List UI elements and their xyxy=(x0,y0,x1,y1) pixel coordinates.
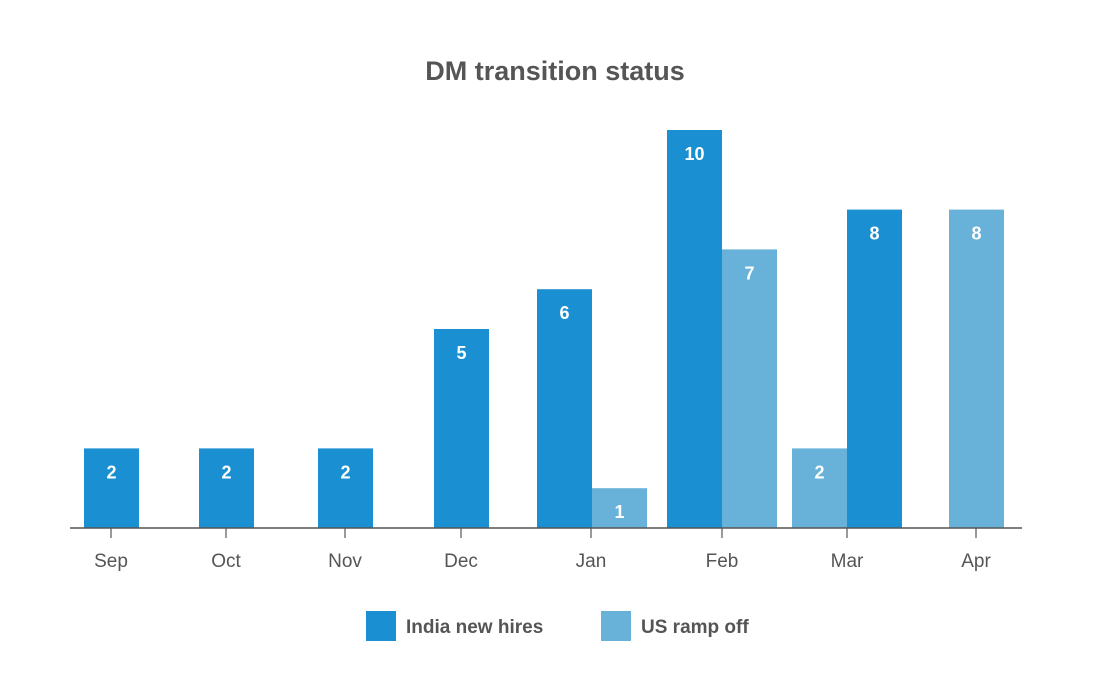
bar-value-label-us-ramp-off-jan: 1 xyxy=(614,502,624,522)
x-tick-label-mar: Mar xyxy=(831,551,864,572)
legend-label-india-new-hires: India new hires xyxy=(406,617,543,638)
bar-us-ramp-off-mar xyxy=(792,448,847,528)
bar-value-label-us-ramp-off-feb: 7 xyxy=(744,263,754,283)
bar-india-new-hires-feb xyxy=(667,130,722,528)
bar-value-label-india-new-hires-sep: 2 xyxy=(106,462,116,482)
bar-us-ramp-off-jan xyxy=(592,488,647,528)
legend: India new hires US ramp off xyxy=(366,611,749,641)
legend-swatch-india-new-hires xyxy=(366,611,396,641)
bars-group xyxy=(84,130,1004,528)
legend-label-us-ramp-off: US ramp off xyxy=(641,617,749,638)
bar-value-label-us-ramp-off-mar: 2 xyxy=(814,462,824,482)
x-tick-label-nov: Nov xyxy=(328,551,362,572)
bar-value-label-india-new-hires-dec: 5 xyxy=(456,343,466,363)
bar-labels-group: 2 2 2 5 6 10 8 1 7 2 8 xyxy=(106,144,981,522)
x-tick-label-sep: Sep xyxy=(94,551,128,572)
bar-value-label-india-new-hires-feb: 10 xyxy=(684,144,704,164)
bar-india-new-hires-nov xyxy=(318,448,373,528)
x-tick-label-feb: Feb xyxy=(706,551,739,572)
bar-us-ramp-off-feb xyxy=(722,249,777,528)
x-tick-label-jan: Jan xyxy=(576,551,607,572)
x-tick-label-oct: Oct xyxy=(211,551,241,572)
bar-us-ramp-off-apr xyxy=(949,209,1004,528)
bar-value-label-india-new-hires-nov: 2 xyxy=(340,462,350,482)
bar-value-label-india-new-hires-jan: 6 xyxy=(559,303,569,323)
bar-india-new-hires-mar xyxy=(847,209,902,528)
chart-title: DM transition status xyxy=(425,56,685,86)
bar-value-label-india-new-hires-mar: 8 xyxy=(869,224,879,244)
legend-swatch-us-ramp-off xyxy=(601,611,631,641)
bar-india-new-hires-sep xyxy=(84,448,139,528)
bar-value-label-india-new-hires-oct: 2 xyxy=(221,462,231,482)
x-tick-label-dec: Dec xyxy=(444,551,478,572)
x-tick-label-apr: Apr xyxy=(961,551,991,572)
bar-india-new-hires-oct xyxy=(199,448,254,528)
x-ticks-group: Sep Oct Nov Dec Jan Feb Mar Apr xyxy=(94,528,991,572)
bar-value-label-us-ramp-off-apr: 8 xyxy=(971,224,981,244)
bar-india-new-hires-dec xyxy=(434,329,489,528)
bar-india-new-hires-jan xyxy=(537,289,592,528)
